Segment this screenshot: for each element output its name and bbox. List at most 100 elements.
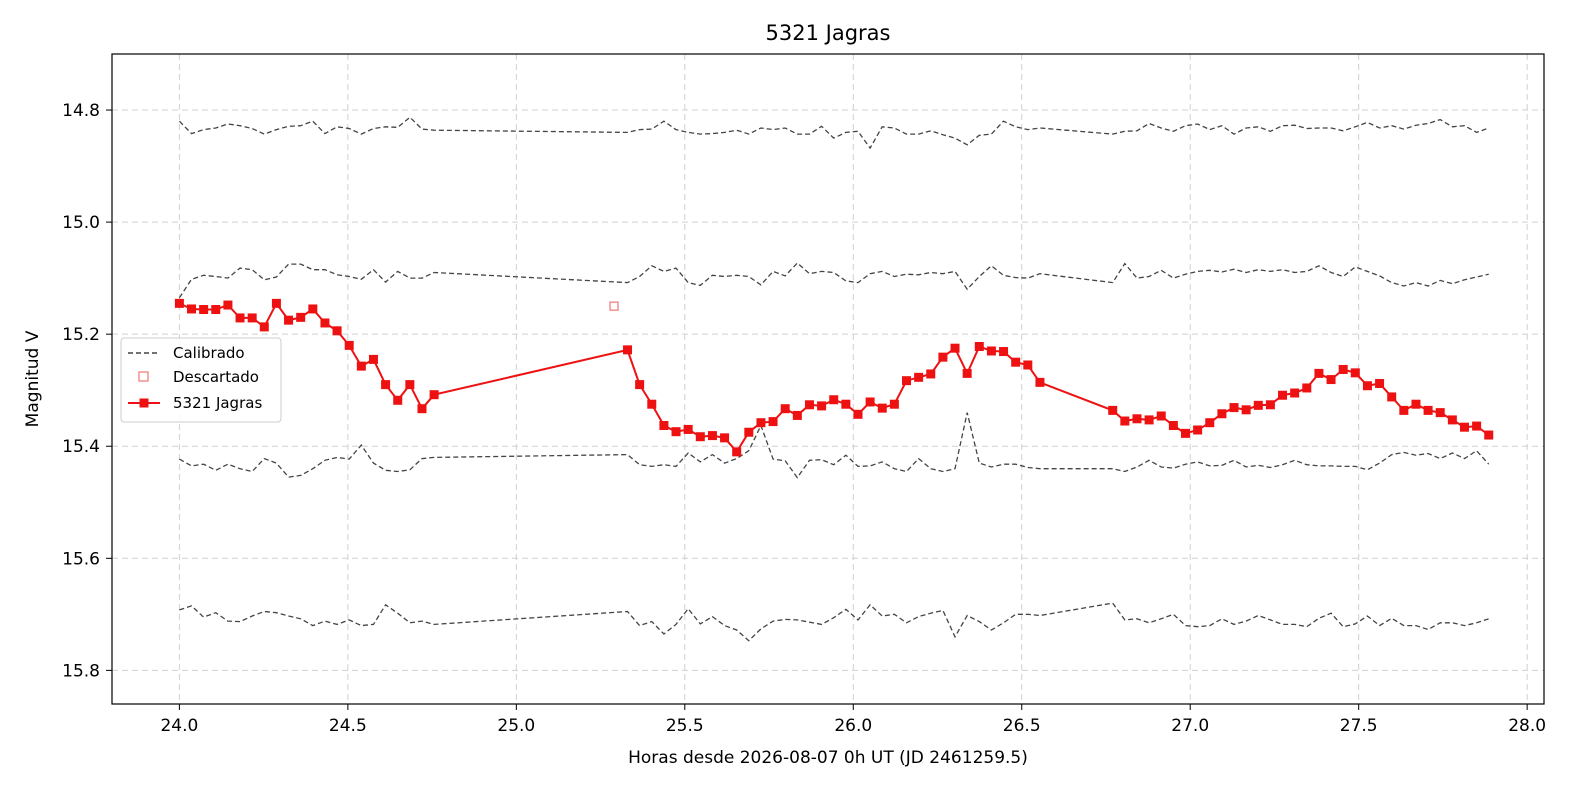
target-point [1411,399,1421,409]
target-point [320,318,330,328]
target-point [841,399,851,409]
target-point [1180,428,1190,438]
target-point [1326,375,1336,385]
target-point [926,369,936,379]
legend-descartado-label: Descartado [173,368,259,386]
target-point [780,404,790,414]
x-axis-label: Horas desde 2026-08-07 0h UT (JD 2461259… [628,748,1028,768]
y-tick-label: 15.6 [62,549,100,569]
target-point [1435,408,1445,418]
target-point [1375,378,1385,388]
x-tick-label: 28.0 [1508,716,1546,736]
legend-descartado-swatch [138,371,149,382]
target-point [1205,418,1215,428]
target-point [768,417,778,427]
legend: Calibrado Descartado 5321 Jagras [120,337,282,423]
target-point [1108,405,1118,415]
target-point [1302,383,1312,393]
target-point [707,431,717,441]
target-point [962,368,972,378]
target-point [1350,368,1360,378]
target-point [1459,422,1469,432]
target-point [1265,400,1275,410]
target-point [417,404,427,414]
x-axis: 24.0 24.5 25.0 25.5 26.0 26.5 27.0 27.5 28.0 [160,704,1546,736]
target-point [1217,409,1227,419]
target-point [1387,392,1397,402]
x-tick-label: 24.0 [160,716,198,736]
target-point [344,340,354,350]
x-tick-label: 24.5 [329,716,367,736]
target-point [914,372,924,382]
target-point [1120,416,1130,426]
target-point [974,342,984,351]
target-point [223,300,233,310]
calibrated-series-line-1 [178,116,1489,150]
calibrated-series-line-3 [179,412,1490,479]
chart-title: 5321 Jagras [766,21,891,45]
target-point [671,427,681,437]
target-point [1156,411,1166,421]
target-point [1023,360,1033,370]
target-point [211,305,221,315]
target-point [695,432,705,442]
y-tick-label: 15.8 [62,661,100,681]
target-point [247,313,257,323]
target-point [1241,405,1251,415]
calibrated-series-line-4 [179,602,1489,642]
target-point [405,380,415,390]
y-tick-label: 15.4 [62,437,100,457]
target-point [1423,405,1433,415]
target-point [829,395,839,405]
y-tick-label: 15.0 [62,213,100,233]
target-point [235,313,245,323]
target-point [683,424,693,434]
target-point [199,305,209,315]
x-tick-label: 25.0 [497,716,535,736]
target-point [659,421,669,431]
target-point [902,376,912,386]
calibrated-series-line-2 [178,262,1489,299]
target-point [986,346,996,356]
target-point [356,361,366,371]
y-axis: 14.8 15.0 15.2 15.4 15.6 15.8 [62,101,112,681]
target-point [1314,368,1324,378]
target-point [938,352,948,362]
legend-box [120,337,282,423]
x-tick-label: 27.5 [1340,716,1378,736]
target-point [865,397,875,407]
x-tick-label: 27.0 [1171,716,1209,736]
target-point [1362,381,1372,391]
target-point [1484,430,1494,440]
target-point [429,390,439,400]
target-point [647,399,657,409]
target-point [950,343,960,353]
plot-frame [111,53,1545,705]
target-point [381,380,391,390]
legend-target-label: 5321 Jagras [173,394,262,412]
target-point [393,395,403,405]
target-point [1338,364,1348,374]
target-point [1278,390,1288,400]
grid [112,54,1544,704]
target-point [368,354,378,364]
target-point [756,418,766,428]
x-tick-label: 26.5 [1003,716,1041,736]
target-point [1229,403,1239,413]
target-point [817,401,827,411]
target-point [296,312,306,322]
target-point [1035,377,1045,387]
target-point [792,410,802,420]
target-point [187,304,197,314]
target-point [1132,414,1142,424]
target-point [1399,405,1409,415]
target-point [1011,357,1021,367]
target-point [174,298,184,308]
target-point [623,345,633,355]
y-axis-label: Magnitud V [23,330,43,427]
x-tick-label: 25.5 [666,716,704,736]
target-point [308,304,318,314]
target-point [1144,415,1154,425]
y-tick-label: 15.2 [62,325,100,345]
